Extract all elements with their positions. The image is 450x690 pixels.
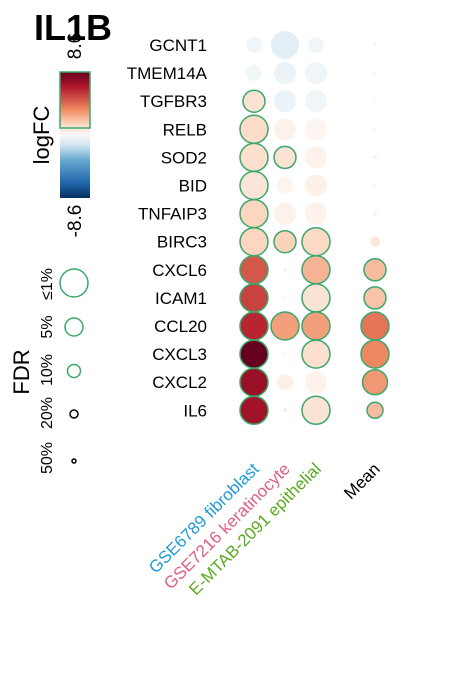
logfc-max-label: 8.6 (65, 33, 86, 59)
dot-mark (274, 146, 296, 168)
fdr-level-label: 5% (39, 315, 56, 338)
fdr-size-circle (72, 459, 76, 463)
gene-label: CXCL6 (152, 261, 207, 280)
dot-mark (271, 312, 299, 340)
dot-mark (274, 231, 296, 253)
dot-mark (240, 143, 268, 171)
fdr-level-label: 10% (39, 354, 56, 386)
dot-mark (246, 65, 262, 81)
dot-mark (373, 71, 377, 75)
gene-label: SOD2 (161, 148, 207, 167)
gene-label: CXCL2 (152, 373, 207, 392)
column-label: Mean (340, 459, 384, 503)
logfc-axis-label: logFC (29, 106, 54, 165)
dot-mark (274, 62, 296, 84)
dot-mark (308, 37, 324, 53)
dot-mark (240, 312, 268, 340)
dot-mark (240, 115, 268, 143)
gene-label: GCNT1 (149, 36, 207, 55)
dot-mark (246, 37, 262, 53)
dot-mark (373, 127, 377, 131)
dot-mark (277, 178, 293, 194)
dot-mark (305, 371, 327, 393)
dot-mark (373, 99, 377, 103)
dot-mark (363, 370, 388, 395)
dot-mark (240, 228, 268, 256)
dot-mark (361, 312, 389, 340)
dot-mark (364, 287, 386, 309)
dot-mark (370, 237, 380, 247)
gene-label: CCL20 (154, 317, 207, 336)
dot-mark (302, 396, 330, 424)
gene-label: TGFBR3 (140, 92, 207, 111)
dot-mark (274, 90, 296, 112)
gene-labels: GCNT1 TMEM14A TGFBR3 RELB SOD2 BID TNFAIP3 BIRC… (127, 36, 208, 420)
dot-mark (283, 268, 287, 272)
dot-mark (367, 402, 383, 418)
dot-mark (364, 259, 386, 281)
dot-mark (302, 256, 330, 284)
gene-label: BIRC3 (157, 233, 207, 252)
dot-mark (243, 90, 265, 112)
fdr-size-circle (70, 410, 78, 418)
dot-mark (240, 256, 268, 284)
dot-mark (305, 203, 327, 225)
dot-mark (277, 374, 293, 390)
dotplot-area (240, 31, 389, 424)
dot-mark (274, 118, 296, 140)
dot-mark (373, 43, 377, 47)
fdr-size-circle (60, 269, 88, 297)
dot-mark (240, 396, 268, 424)
gene-label: BID (179, 177, 207, 196)
logfc-min-label: -8.6 (65, 205, 86, 238)
gene-label: IL6 (183, 401, 207, 420)
fdr-level-label: ≤1% (39, 268, 56, 300)
dot-mark (302, 284, 330, 312)
fdr-size-circle (65, 318, 83, 336)
dot-mark (240, 200, 268, 228)
fdr-level-label: 20% (39, 397, 56, 429)
dot-mark (305, 118, 327, 140)
dot-mark (283, 296, 287, 300)
dot-mark (361, 340, 389, 368)
dot-mark (240, 340, 268, 368)
fdr-level-label: 50% (39, 442, 56, 474)
dot-mark (240, 284, 268, 312)
dot-mark (283, 352, 287, 356)
dot-mark (305, 62, 327, 84)
gene-label: ICAM1 (155, 289, 207, 308)
dot-mark (271, 31, 299, 59)
fdr-legend: FDR ≤1% 5% 10% 20% 50% (9, 268, 88, 474)
logfc-colorbar (60, 72, 90, 198)
gene-label: TMEM14A (127, 64, 208, 83)
dot-mark (373, 212, 377, 216)
dot-mark (305, 90, 327, 112)
gene-label: CXCL3 (152, 345, 207, 364)
dot-mark (302, 312, 330, 340)
gene-label: TNFAIP3 (138, 205, 207, 224)
dot-mark (373, 184, 377, 188)
logfc-legend: 8.6 logFC -8.6 (29, 33, 90, 238)
column-label: GSE7216 keratinocyte (160, 459, 294, 593)
fdr-axis-label: FDR (9, 349, 34, 394)
dot-mark (305, 175, 327, 197)
dot-mark (302, 340, 330, 368)
dot-mark (240, 172, 268, 200)
gene-label: RELB (163, 120, 207, 139)
dot-mark (283, 408, 287, 412)
fdr-size-circle (68, 365, 81, 378)
dot-mark (274, 203, 296, 225)
dot-mark (240, 368, 268, 396)
dot-mark (373, 155, 377, 159)
dot-mark (305, 146, 327, 168)
dot-mark (302, 228, 330, 256)
